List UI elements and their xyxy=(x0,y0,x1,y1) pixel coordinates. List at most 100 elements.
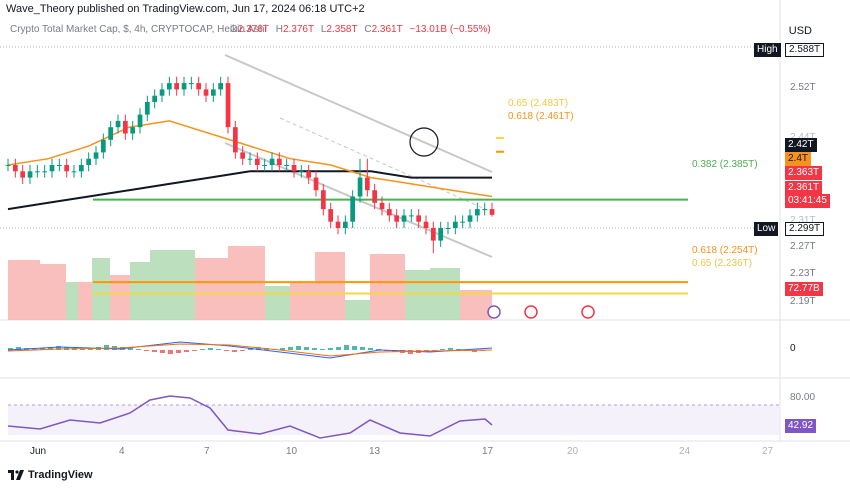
candle-body xyxy=(423,221,429,228)
ohlc-change: −13.01B (−0.55%) xyxy=(409,24,491,35)
volume-bar xyxy=(345,300,370,320)
low-label: Low xyxy=(754,222,779,236)
macd-histogram-bar xyxy=(184,350,189,352)
macd-histogram-bar xyxy=(320,349,325,350)
volume-bar xyxy=(370,254,405,320)
time-tick: 17 xyxy=(482,446,494,457)
macd-histogram-bar xyxy=(8,348,13,350)
price-tick: 2.31T xyxy=(790,215,816,226)
candle-body xyxy=(233,127,238,153)
volume-bar xyxy=(290,282,315,320)
volume-bar xyxy=(8,260,40,320)
ohlc-high: 2.376T xyxy=(282,24,315,35)
ohlc-readout: O2.376T H2.376T L2.358T C2.361T −13.01B … xyxy=(230,24,495,35)
fib-label: 0.618 (2.254T) xyxy=(692,245,758,256)
macd-histogram-bar xyxy=(88,348,93,350)
macd-histogram-bar xyxy=(328,348,333,350)
candle-body xyxy=(115,120,121,128)
candle-body xyxy=(152,95,157,102)
candle-body xyxy=(269,158,275,165)
candle-body xyxy=(211,89,216,96)
candle-body xyxy=(343,221,348,228)
candle-body xyxy=(64,165,69,172)
fib-label: 0.618 (2.461T) xyxy=(508,111,574,122)
candle-body xyxy=(277,158,282,165)
candle-body xyxy=(86,158,91,165)
macd-histogram-bar xyxy=(224,350,229,351)
candle-body xyxy=(130,127,135,134)
candle-body xyxy=(42,171,47,173)
ma200-line xyxy=(7,170,492,211)
brand-text: TradingView xyxy=(28,469,93,481)
candle-body xyxy=(379,202,385,210)
macd-histogram-bar xyxy=(48,347,53,350)
macd-histogram-bar xyxy=(200,349,205,350)
ohlc-open: 2.376T xyxy=(237,24,269,35)
candle-body xyxy=(225,83,231,128)
candle-body xyxy=(431,228,436,241)
candle-body xyxy=(27,171,33,178)
price-tick: 2.27T xyxy=(790,241,816,252)
candle-body xyxy=(159,89,165,96)
candle-body xyxy=(387,209,392,216)
volume-bar xyxy=(150,250,178,320)
tradingview-brand[interactable]: TradingView xyxy=(8,469,93,481)
macd-histogram-bar xyxy=(352,346,357,350)
macd-histogram-bar xyxy=(152,350,157,352)
macd-histogram-bar xyxy=(280,348,285,350)
macd-histogram-bar xyxy=(344,345,349,350)
fib-label: 0.382 (2.385T) xyxy=(692,159,758,170)
candle-body xyxy=(416,215,421,222)
macd-histogram-bar xyxy=(176,350,181,353)
volume-bar xyxy=(265,286,290,320)
volume-bar xyxy=(66,282,78,320)
volume-bar xyxy=(315,252,345,320)
candle-body xyxy=(218,83,223,90)
macd-histogram-bar xyxy=(208,348,213,350)
candle-body xyxy=(20,171,25,178)
ohlc-open-key: O xyxy=(230,24,238,35)
low-value-tag: 2.299T xyxy=(785,222,825,236)
candle-body xyxy=(123,120,128,134)
candle-body xyxy=(357,177,363,197)
candle-body xyxy=(394,215,399,222)
price-tick: 2.52T xyxy=(790,82,816,93)
macd-histogram-bar xyxy=(472,350,477,352)
candle-body xyxy=(284,165,289,166)
candle-body xyxy=(189,83,194,85)
macd-histogram-bar xyxy=(440,349,445,350)
candle-body xyxy=(101,139,106,153)
macd-histogram-bar xyxy=(368,348,373,350)
ohlc-close-key: C xyxy=(364,24,372,35)
candle-body xyxy=(137,114,143,128)
time-tick: 4 xyxy=(119,446,125,457)
volume-bar xyxy=(405,270,430,320)
candle-body xyxy=(79,165,84,172)
ma200-price-tag: 2.42T xyxy=(785,138,817,152)
macd-histogram-bar xyxy=(128,348,133,350)
macd-histogram-bar xyxy=(192,350,197,351)
candle-body xyxy=(108,127,113,140)
currency-label[interactable]: USD xyxy=(788,25,812,37)
time-tick: 13 xyxy=(369,446,381,457)
macd-histogram-bar xyxy=(288,347,293,350)
time-tick: 20 xyxy=(567,446,579,457)
candle-body xyxy=(445,228,451,229)
ema-line xyxy=(7,120,493,198)
current-price-tag: 2.363T xyxy=(785,166,823,180)
candle-body xyxy=(306,171,311,178)
macd-histogram-bar xyxy=(240,350,245,351)
candle-body xyxy=(335,221,341,228)
macd-histogram-bar xyxy=(56,346,61,350)
macd-histogram-bar xyxy=(232,350,237,352)
macd-histogram-bar xyxy=(216,349,221,350)
rsi-line xyxy=(7,395,493,439)
time-tick: Jun xyxy=(30,446,47,457)
publisher-line: Wave_Theory published on TradingView.com… xyxy=(6,3,365,15)
ohlc-close: 2.361T xyxy=(371,24,403,35)
volume-bar xyxy=(40,264,66,320)
volume-bar xyxy=(460,290,492,320)
volume-bar xyxy=(130,262,150,320)
candle-body xyxy=(49,165,55,172)
